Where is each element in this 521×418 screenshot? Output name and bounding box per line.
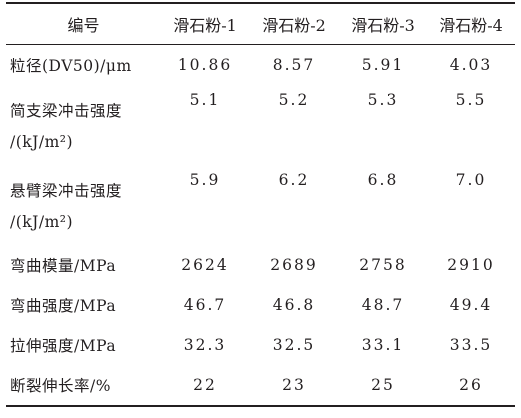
header-cell-talc-1: 滑石粉-1 [173,16,237,35]
row-label-text: 断裂伸长率/% [10,377,111,395]
table-header: 编号 滑石粉-1 滑石粉-2 滑石粉-3 滑石粉-4 [6,3,515,45]
row-label: 悬臂梁冲击强度 /(kJ/m²) [6,165,161,245]
table-row: 粒径(DV50)/μm 10.86 8.57 5.91 4.03 [6,45,515,86]
table-cell: 6.8 [367,171,399,189]
table-cell: 46.7 [183,296,227,314]
header-cell-talc-2: 滑石粉-2 [262,16,326,35]
table-cell: 49.4 [449,296,493,314]
row-label-text: 粒径(DV50)/μm [10,57,132,75]
table-cell: 32.3 [183,336,227,354]
row-label-unit: /(kJ/m²) [10,133,74,151]
table-cell: 5.91 [361,56,405,74]
table-cell: 4.03 [449,56,493,74]
table-cell: 5.1 [189,91,221,109]
table-cell: 2624 [181,256,229,274]
table-cell: 7.0 [455,171,487,189]
header-row: 编号 滑石粉-1 滑石粉-2 滑石粉-3 滑石粉-4 [6,3,515,45]
table-cell: 5.3 [367,91,399,109]
row-label: 简支梁冲击强度 /(kJ/m²) [6,85,161,165]
table-cell: 5.9 [189,171,221,189]
row-label-unit: /(kJ/m²) [10,213,74,231]
row-label: 弯曲强度/MPa [6,285,161,325]
table-cell: 2689 [270,256,318,274]
table-cell: 33.1 [361,336,405,354]
talc-properties-table: 编号 滑石粉-1 滑石粉-2 滑石粉-3 滑石粉-4 粒径(DV50)/μm 1… [6,2,515,407]
header-cell-talc-3: 滑石粉-3 [351,16,415,35]
row-label-text: 弯曲强度/MPa [10,297,117,315]
table-cell: 10.86 [177,56,233,74]
table-cell: 5.5 [455,91,487,109]
row-label-text: 弯曲模量/MPa [10,257,117,275]
table-row: 悬臂梁冲击强度 /(kJ/m²) 5.9 6.2 6.8 7.0 [6,165,515,245]
header-cell-talc-4: 滑石粉-4 [439,16,503,35]
table-cell: 22 [193,376,217,394]
table-cell: 6.2 [278,171,310,189]
table-row: 拉伸强度/MPa 32.3 32.5 33.1 33.5 [6,325,515,365]
table-cell: 32.5 [272,336,316,354]
table-row: 弯曲强度/MPa 46.7 46.8 48.7 49.4 [6,285,515,325]
table-cell: 5.2 [278,91,310,109]
row-label: 粒径(DV50)/μm [6,45,161,86]
row-label-text: 悬臂梁冲击强度 [10,182,123,200]
table-cell: 46.8 [272,296,316,314]
table-cell: 33.5 [449,336,493,354]
row-label-text: 简支梁冲击强度 [10,102,123,120]
table-cell: 2758 [359,256,407,274]
table-row: 简支梁冲击强度 /(kJ/m²) 5.1 5.2 5.3 5.5 [6,85,515,165]
row-label: 断裂伸长率/% [6,365,161,406]
row-label: 拉伸强度/MPa [6,325,161,365]
row-label-text: 拉伸强度/MPa [10,337,117,355]
table-cell: 25 [371,376,395,394]
data-table-container: 编号 滑石粉-1 滑石粉-2 滑石粉-3 滑石粉-4 粒径(DV50)/μm 1… [6,2,515,407]
table-cell: 26 [459,376,483,394]
table-cell: 48.7 [361,296,405,314]
table-row: 弯曲模量/MPa 2624 2689 2758 2910 [6,245,515,285]
table-row: 断裂伸长率/% 22 23 25 26 [6,365,515,406]
table-cell: 23 [282,376,306,394]
header-cell-id: 编号 [67,16,100,35]
table-body: 粒径(DV50)/μm 10.86 8.57 5.91 4.03 简支梁冲击强度… [6,45,515,406]
row-label: 弯曲模量/MPa [6,245,161,285]
table-cell: 2910 [447,256,495,274]
table-cell: 8.57 [272,56,316,74]
